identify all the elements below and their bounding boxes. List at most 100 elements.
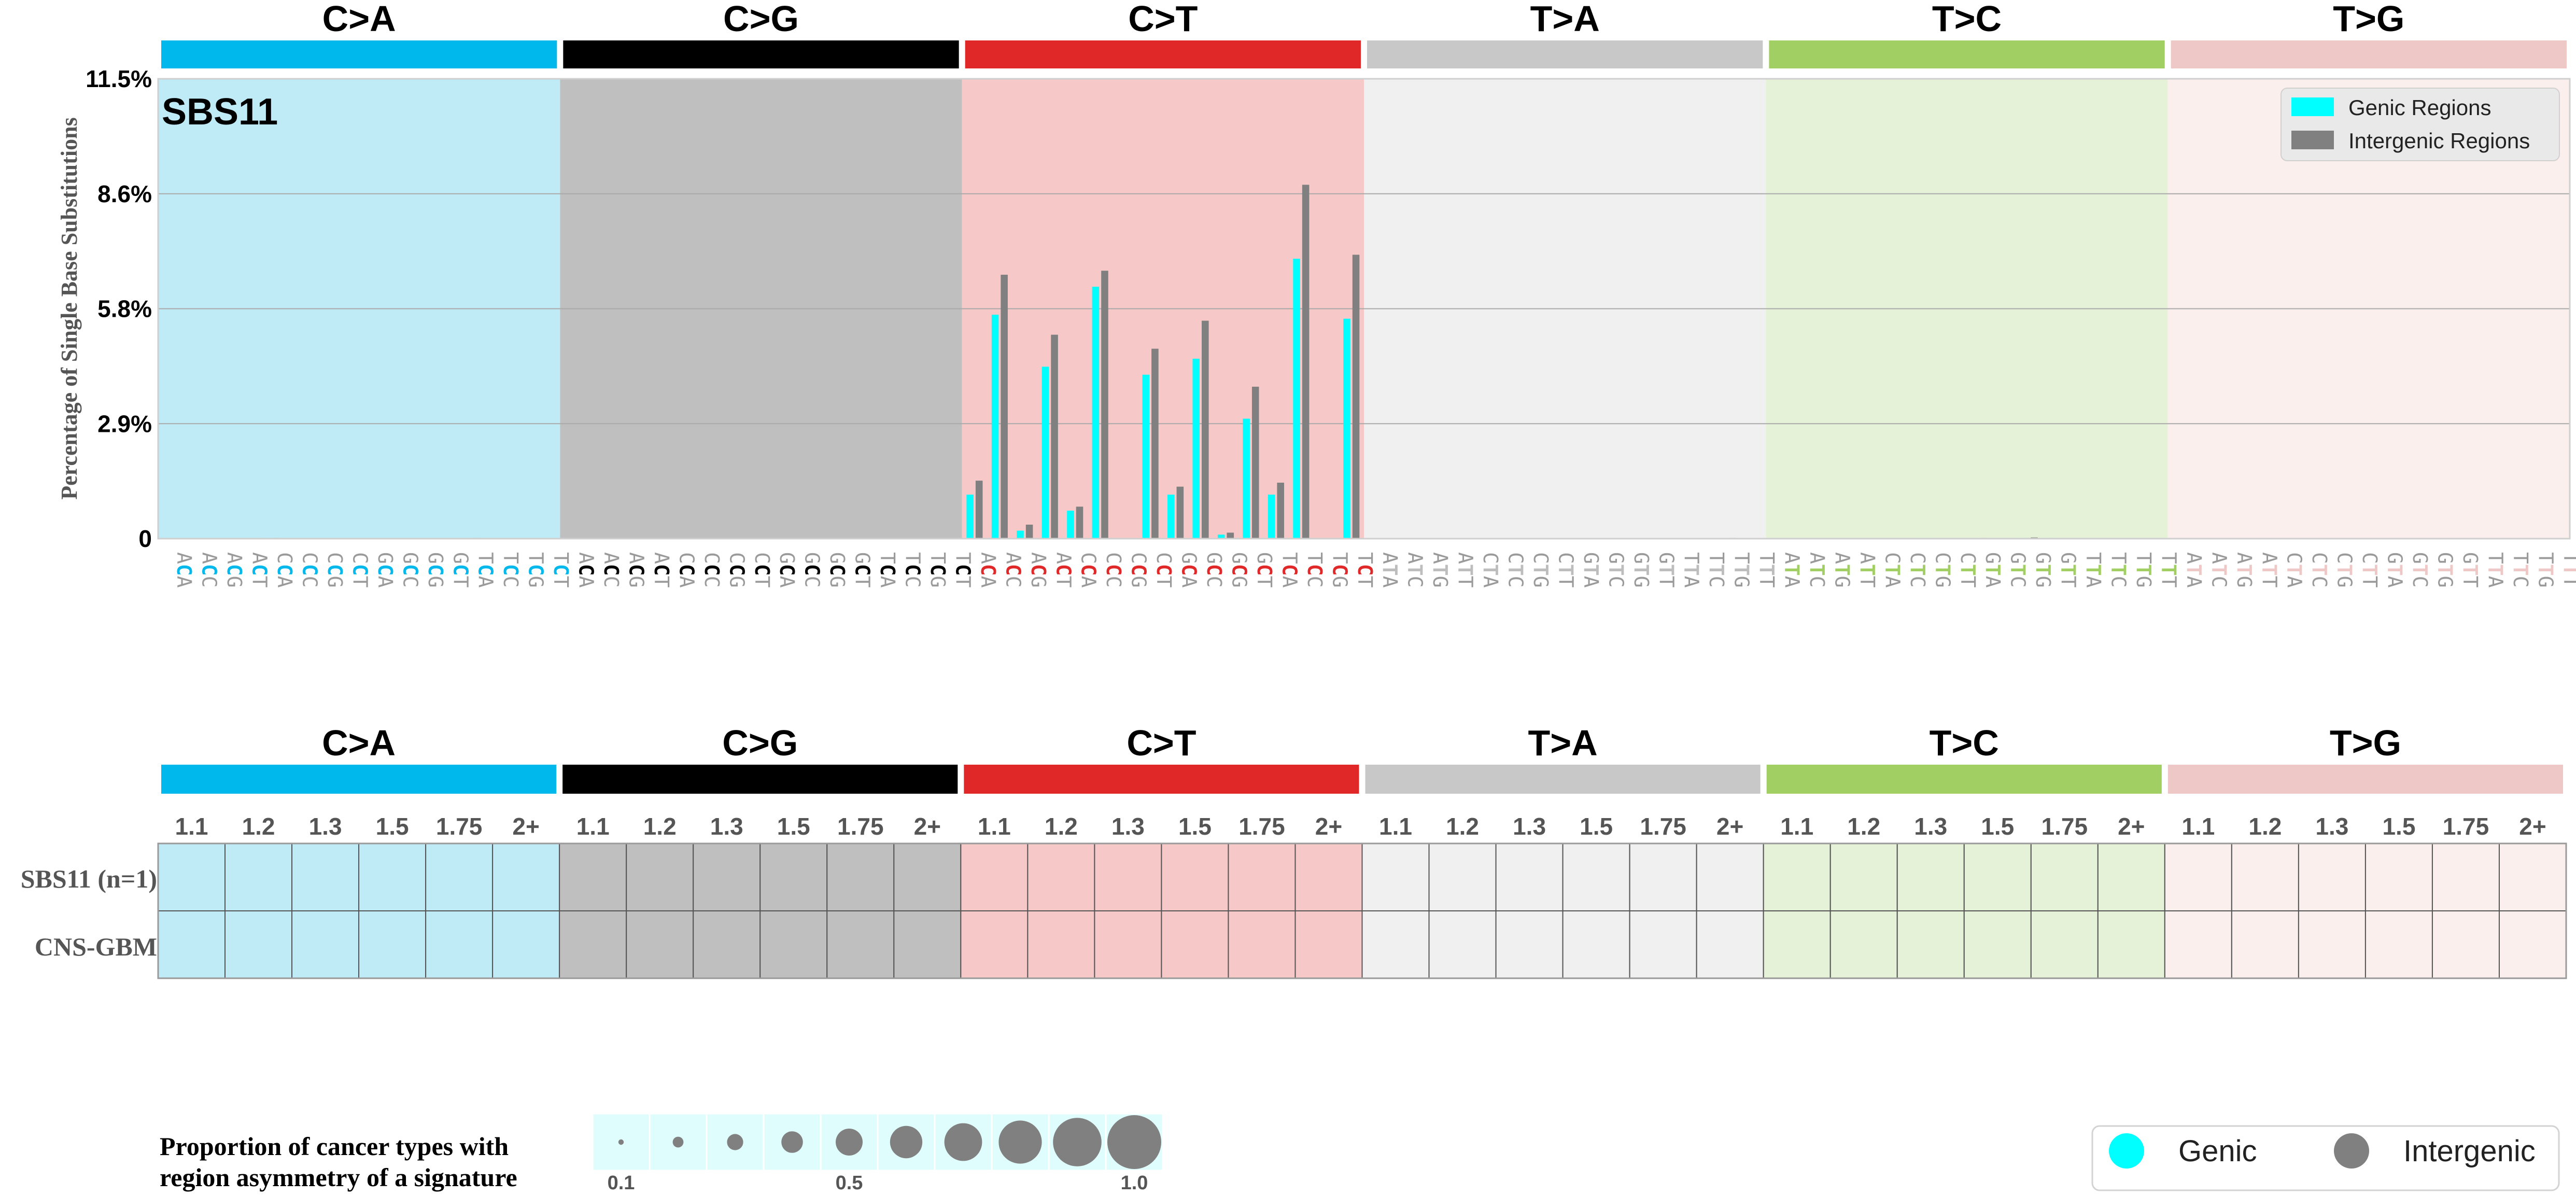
bar-intergenic-35 — [1051, 334, 1058, 539]
legend-label-intergenic: Intergenic Regions — [2348, 129, 2530, 153]
context-label-51: ATT — [1454, 552, 1477, 588]
context-label-55: CTT — [1554, 552, 1577, 588]
context-label-95: TTT — [2559, 552, 2576, 588]
heatmap-cell-0-17 — [1294, 843, 1363, 911]
bottom-mutation-type-headers: C>A C>G C>T T>A T>C T>G — [161, 723, 2563, 794]
heatmap-cell-1-35 — [2498, 910, 2567, 979]
top-header-bar-0 — [161, 40, 557, 68]
bar-genic-41 — [1192, 358, 1200, 539]
heatmap-cell-1-17 — [1294, 910, 1363, 979]
context-label-19: ACT — [650, 552, 673, 588]
size-legend-marker-8 — [1053, 1118, 1102, 1166]
context-label-66: ATG — [1831, 552, 1853, 588]
heatmap-cell-0-20 — [1495, 843, 1564, 911]
y-tick-label-1: 2.9% — [97, 410, 152, 437]
top-header-label-2: C>T — [1128, 0, 1198, 39]
size-legend-marker-2 — [727, 1134, 743, 1150]
heatmap-cell-1-19 — [1428, 910, 1497, 979]
heatmap-cell-0-11 — [893, 843, 962, 911]
heatmap-cell-0-6 — [559, 843, 627, 911]
top-bars — [263, 185, 2054, 539]
heatmap-cell-1-10 — [826, 910, 895, 979]
context-label-45: TCC — [1303, 552, 1326, 588]
color-legend-intergenic-label: Intergenic — [2403, 1134, 2536, 1168]
bar-intergenic-36 — [1076, 506, 1083, 539]
bottom-header-label-1: C>G — [722, 723, 798, 763]
size-legend-marker-1 — [672, 1136, 684, 1148]
heatmap-cell-1-2 — [291, 910, 360, 979]
heatmap-cells — [157, 842, 2567, 979]
bar-intergenic-44 — [1277, 483, 1284, 539]
heatmap-cell-1-23 — [1696, 910, 1764, 979]
context-label-60: TTA — [1680, 552, 1703, 588]
context-label-6: CCG — [323, 552, 346, 588]
bar-genic-32 — [966, 495, 974, 539]
context-label-18: ACG — [625, 552, 647, 588]
heatmap-col-label-30: 1.1 — [2181, 813, 2215, 840]
context-label-31: TCT — [951, 552, 974, 588]
heatmap-cell-1-29 — [2097, 910, 2165, 979]
context-label-93: TTC — [2509, 552, 2532, 588]
heatmap-col-label-17: 2+ — [1315, 813, 1342, 840]
bar-genic-35 — [1041, 367, 1049, 539]
heatmap-frame — [157, 842, 2567, 979]
heatmap-col-label-28: 1.75 — [2042, 813, 2088, 840]
context-label-61: TTC — [1705, 552, 1728, 588]
heatmap-col-label-23: 2+ — [1716, 813, 1743, 840]
heatmap-col-label-18: 1.1 — [1379, 813, 1412, 840]
context-label-42: GCG — [1228, 552, 1250, 588]
context-label-28: TCA — [876, 552, 899, 588]
bar-intergenic-41 — [1202, 320, 1209, 539]
heatmap-cell-0-4 — [425, 843, 494, 911]
context-label-87: CTT — [2358, 552, 2381, 588]
heatmap-cell-1-7 — [626, 910, 694, 979]
context-label-64: ATA — [1781, 552, 1804, 588]
heatmap-cell-0-34 — [2431, 843, 2500, 911]
top-header-bar-1 — [563, 40, 959, 68]
heatmap-col-label-15: 1.5 — [1178, 813, 1212, 840]
context-label-81: ATC — [2207, 552, 2230, 588]
heatmap-col-label-7: 1.2 — [643, 813, 677, 840]
context-label-46: TCG — [1328, 552, 1351, 588]
heatmap-cell-1-20 — [1495, 910, 1564, 979]
heatmap-cell-0-32 — [2298, 843, 2366, 911]
bottom-header-bar-2 — [964, 765, 1359, 794]
heatmap-cell-1-6 — [559, 910, 627, 979]
context-label-74: GTG — [2032, 552, 2054, 588]
heatmap-col-label-21: 1.5 — [1580, 813, 1613, 840]
context-label-35: ACT — [1052, 552, 1075, 588]
heatmap-cell-0-26 — [1896, 843, 1965, 911]
heatmap-cell-0-29 — [2097, 843, 2165, 911]
heatmap-cell-1-0 — [158, 910, 226, 979]
heatmap-col-label-14: 1.3 — [1111, 813, 1145, 840]
heatmap-col-label-20: 1.3 — [1513, 813, 1546, 840]
context-label-13: TCC — [499, 552, 522, 588]
size-legend-marker-4 — [836, 1129, 863, 1156]
context-tick-labels: ACAACCACGACTCCACCCCCGCCTGCAGCCGCGGCTTCAT… — [173, 552, 2576, 588]
bar-genic-47 — [1343, 318, 1350, 539]
heatmap-cell-0-18 — [1361, 843, 1430, 911]
legend-swatch-genic — [2291, 97, 2334, 116]
bar-genic-39 — [1142, 374, 1150, 539]
heatmap-cell-0-25 — [1829, 843, 1898, 911]
context-label-25: GCC — [801, 552, 824, 588]
context-label-90: GTG — [2433, 552, 2456, 588]
heatmap-col-label-32: 1.3 — [2315, 813, 2348, 840]
heatmap-cell-0-10 — [826, 843, 895, 911]
heatmap-cell-1-33 — [2364, 910, 2433, 979]
heatmap-cell-0-13 — [1027, 843, 1095, 911]
heatmap-cell-1-27 — [1963, 910, 2032, 979]
legend-swatch-intergenic — [2291, 131, 2334, 149]
y-axis-label: Percentage of Single Base Substitutions — [57, 117, 82, 499]
context-label-73: GTC — [2007, 552, 2030, 588]
context-label-91: GTT — [2459, 552, 2482, 588]
context-label-78: TTG — [2132, 552, 2155, 588]
size-legend-marker-9 — [1107, 1115, 1161, 1169]
context-label-44: TCA — [1278, 552, 1301, 588]
heatmap-col-label-2: 1.3 — [309, 813, 342, 840]
signature-label: SBS11 — [162, 91, 278, 133]
bar-genic-44 — [1268, 495, 1275, 539]
heatmap-cell-0-1 — [224, 843, 293, 911]
heatmap-col-label-27: 1.5 — [1981, 813, 2014, 840]
heatmap-cell-0-24 — [1763, 843, 1831, 911]
